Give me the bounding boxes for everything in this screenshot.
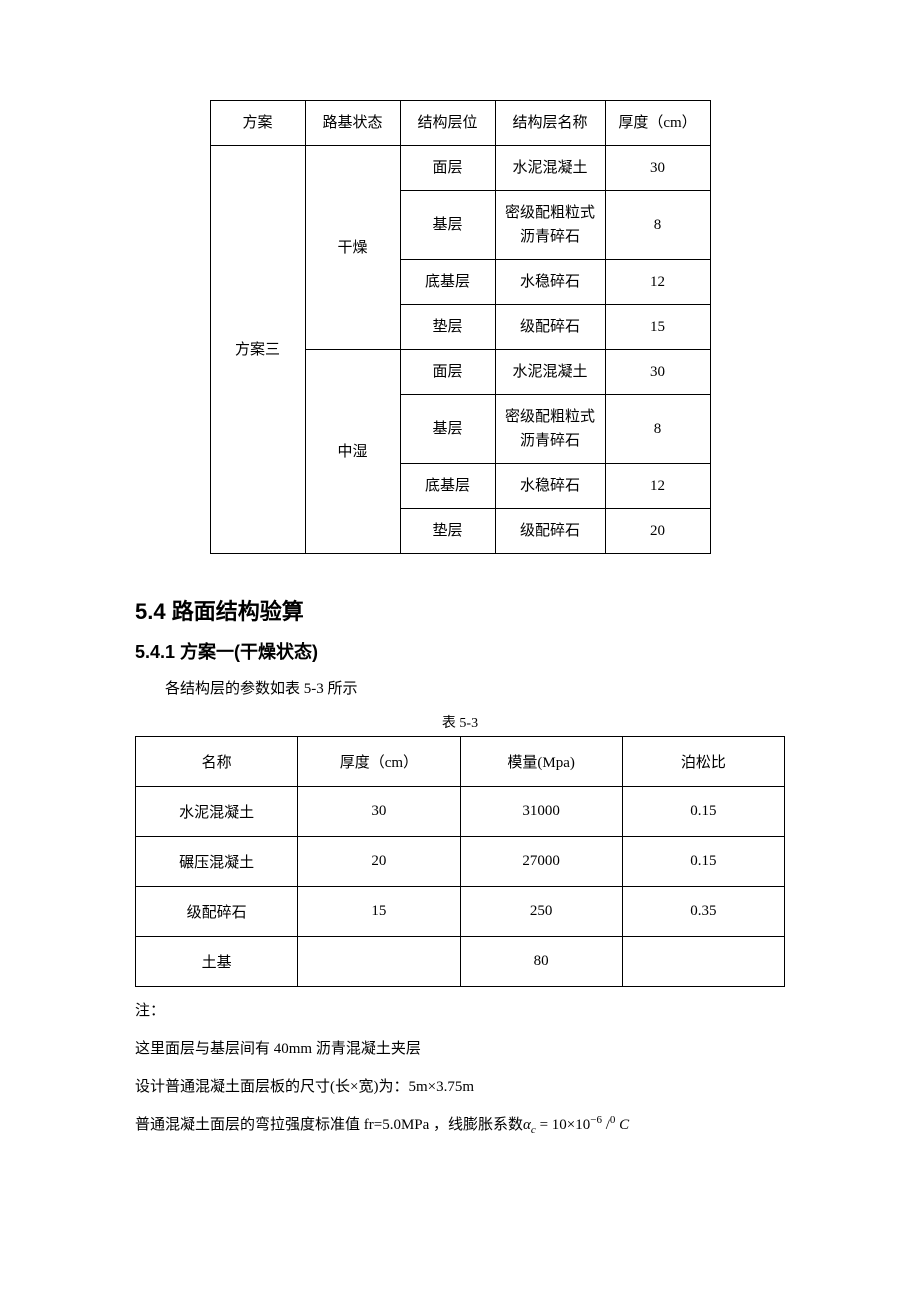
table2-thick-cell — [298, 937, 460, 987]
table1-thick-cell: 8 — [605, 395, 710, 464]
subsection-heading-5-4-1: 5.4.1 方案一(干燥状态) — [135, 638, 785, 664]
table1-layer-cell: 底基层 — [400, 464, 495, 509]
table2-row: 级配碎石 15 250 0.35 — [136, 887, 785, 937]
note-label: 注： — [135, 993, 785, 1029]
table1-state1-cell: 干燥 — [305, 146, 400, 350]
table1-name-cell: 级配碎石 — [495, 305, 605, 350]
table1-name-cell: 级配碎石 — [495, 509, 605, 554]
note-line-3: 普通混凝土面层的弯拉强度标准值 fr=5.0MPa ，线膨胀系数αc = 10×… — [135, 1107, 785, 1143]
note-line-1: 这里面层与基层间有 40mm 沥青混凝土夹层 — [135, 1031, 785, 1067]
table1-layer-cell: 基层 — [400, 395, 495, 464]
celsius-symbol: C — [615, 1117, 629, 1133]
table2-header-modulus: 模量(Mpa) — [460, 737, 622, 787]
note-line-2: 设计普通混凝土面层板的尺寸(长×宽)为：5m×3.75m — [135, 1069, 785, 1105]
table2-header-poisson: 泊松比 — [622, 737, 784, 787]
alpha-symbol: α — [523, 1117, 531, 1133]
table1-name-cell: 密级配粗粒式沥青碎石 — [495, 191, 605, 260]
table1-header-row: 方案 路基状态 结构层位 结构层名称 厚度（cm） — [210, 101, 710, 146]
table2-row: 碾压混凝土 20 27000 0.15 — [136, 837, 785, 887]
table1-layer-cell: 面层 — [400, 350, 495, 395]
table1-header-plan: 方案 — [210, 101, 305, 146]
table2-mod-cell: 250 — [460, 887, 622, 937]
table2-mod-cell: 27000 — [460, 837, 622, 887]
section-heading-5-4: 5.4 路面结构验算 — [135, 594, 785, 626]
table2-name-cell: 土基 — [136, 937, 298, 987]
parameter-table: 名称 厚度（cm） 模量(Mpa) 泊松比 水泥混凝土 30 31000 0.1… — [135, 736, 785, 987]
table1-layer-cell: 底基层 — [400, 260, 495, 305]
table2-header-row: 名称 厚度（cm） 模量(Mpa) 泊松比 — [136, 737, 785, 787]
table1-name-cell: 水泥混凝土 — [495, 146, 605, 191]
table1-thick-cell: 12 — [605, 260, 710, 305]
table1-thick-cell: 15 — [605, 305, 710, 350]
table2-name-cell: 级配碎石 — [136, 887, 298, 937]
table2-name-cell: 水泥混凝土 — [136, 787, 298, 837]
exponent-neg6: −6 — [590, 1114, 602, 1126]
table2-thick-cell: 20 — [298, 837, 460, 887]
table2-header-thickness: 厚度（cm） — [298, 737, 460, 787]
table2-row: 土基 80 — [136, 937, 785, 987]
table1-thick-cell: 30 — [605, 350, 710, 395]
table1-row: 方案三 干燥 面层 水泥混凝土 30 — [210, 146, 710, 191]
table1-state2-cell: 中湿 — [305, 350, 400, 554]
table1-thick-cell: 8 — [605, 191, 710, 260]
notes-section: 注： 这里面层与基层间有 40mm 沥青混凝土夹层 设计普通混凝土面层板的尺寸(… — [135, 993, 785, 1143]
table1-header-name: 结构层名称 — [495, 101, 605, 146]
note3-eq: = 10×10 — [536, 1117, 590, 1133]
table1-header-thickness: 厚度（cm） — [605, 101, 710, 146]
table1-header-state: 路基状态 — [305, 101, 400, 146]
table1-thick-cell: 20 — [605, 509, 710, 554]
table1-layer-cell: 面层 — [400, 146, 495, 191]
table1-plan-cell: 方案三 — [210, 146, 305, 554]
structure-layer-table: 方案 路基状态 结构层位 结构层名称 厚度（cm） 方案三 干燥 面层 水泥混凝… — [210, 100, 711, 554]
table2-header-name: 名称 — [136, 737, 298, 787]
intro-paragraph: 各结构层的参数如表 5-3 所示 — [135, 674, 785, 704]
table2-name-cell: 碾压混凝土 — [136, 837, 298, 887]
table2-ratio-cell: 0.15 — [622, 787, 784, 837]
table2-ratio-cell: 0.35 — [622, 887, 784, 937]
table2-row: 水泥混凝土 30 31000 0.15 — [136, 787, 785, 837]
table1-name-cell: 水泥混凝土 — [495, 350, 605, 395]
note3-slash: / — [602, 1117, 610, 1133]
table1-layer-cell: 垫层 — [400, 509, 495, 554]
table2-thick-cell: 15 — [298, 887, 460, 937]
table2-ratio-cell: 0.15 — [622, 837, 784, 887]
table1-thick-cell: 30 — [605, 146, 710, 191]
table1-header-layer: 结构层位 — [400, 101, 495, 146]
note3-prefix: 普通混凝土面层的弯拉强度标准值 fr=5.0MPa ，线膨胀系数 — [135, 1117, 523, 1133]
table1-name-cell: 密级配粗粒式沥青碎石 — [495, 395, 605, 464]
table1-name-cell: 水稳碎石 — [495, 464, 605, 509]
table2-mod-cell: 80 — [460, 937, 622, 987]
table2-mod-cell: 31000 — [460, 787, 622, 837]
table2-thick-cell: 30 — [298, 787, 460, 837]
table2-ratio-cell — [622, 937, 784, 987]
table1-thick-cell: 12 — [605, 464, 710, 509]
table2-caption: 表 5-3 — [135, 712, 785, 732]
table1-name-cell: 水稳碎石 — [495, 260, 605, 305]
table1-layer-cell: 基层 — [400, 191, 495, 260]
table1-layer-cell: 垫层 — [400, 305, 495, 350]
